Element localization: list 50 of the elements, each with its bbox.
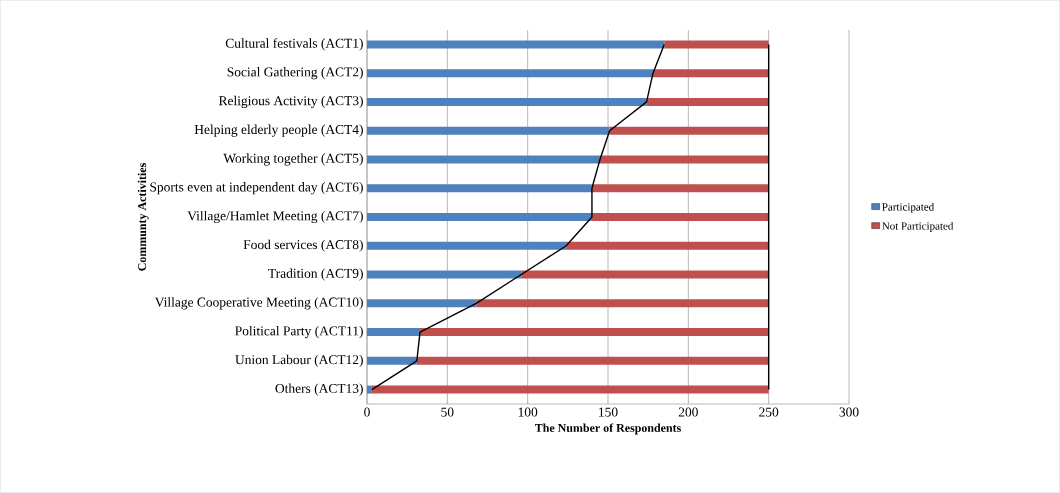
x-tick-label: 150 (599, 407, 618, 417)
bar (566, 241, 769, 250)
y-tick-label: Others (ACT13) (275, 383, 363, 396)
x-tick-label: 250 (759, 407, 779, 417)
y-tick-label: Religious Activity (ACT3) (218, 95, 363, 109)
y-tick-label: Helping elderly people (ACT4) (194, 124, 363, 137)
y-tick-label: Village/Hamlet Meeting (ACT7) (187, 210, 363, 224)
y-tick-label: Social Gathering (ACT2) (227, 67, 363, 80)
legend-label: Not Participated (882, 221, 954, 232)
x-tick-label: 300 (839, 407, 859, 417)
bar (646, 97, 769, 106)
bar (367, 356, 417, 365)
bar (521, 270, 769, 279)
bar (367, 299, 477, 308)
x-tick-label: 0 (364, 407, 370, 417)
bar (367, 40, 665, 49)
bar (591, 184, 769, 193)
x-tick-label: 200 (678, 407, 698, 417)
x-tick-label: 50 (441, 407, 454, 417)
bar (367, 184, 592, 193)
bar (609, 126, 769, 135)
bar (367, 155, 600, 164)
bar (367, 69, 653, 78)
x-axis-title: The Number of Respondents (534, 423, 681, 435)
bar (420, 328, 769, 337)
y-axis-title: Communty Activities (137, 163, 149, 271)
bar (367, 270, 522, 279)
bar (367, 97, 647, 106)
bar (367, 385, 372, 394)
y-tick-label: Cultural festivals (ACT1) (225, 38, 363, 51)
y-tick-label: Union Labour (ACT12) (235, 354, 363, 367)
bar (416, 356, 769, 365)
bar (367, 328, 421, 337)
bar (367, 126, 610, 135)
y-tick-label: Tradition (ACT9) (268, 268, 363, 281)
bar (599, 155, 769, 164)
bar (476, 299, 769, 308)
bar (652, 69, 769, 78)
bar (367, 241, 567, 250)
y-tick-label: Sports even at independent day (ACT6) (150, 182, 363, 195)
legend-label: Participated (882, 202, 935, 213)
bar (371, 385, 769, 394)
y-tick-label: Working together (ACT5) (223, 153, 363, 166)
bar (591, 213, 769, 221)
bar (664, 40, 769, 49)
y-tick-label: Political Party (ACT11) (235, 325, 363, 339)
y-tick-label: Village Cooperative Meeting (ACT10) (154, 297, 363, 310)
x-tick-label: 100 (518, 407, 538, 417)
bar (367, 213, 592, 221)
y-tick-label: Food services (ACT8) (243, 239, 363, 252)
